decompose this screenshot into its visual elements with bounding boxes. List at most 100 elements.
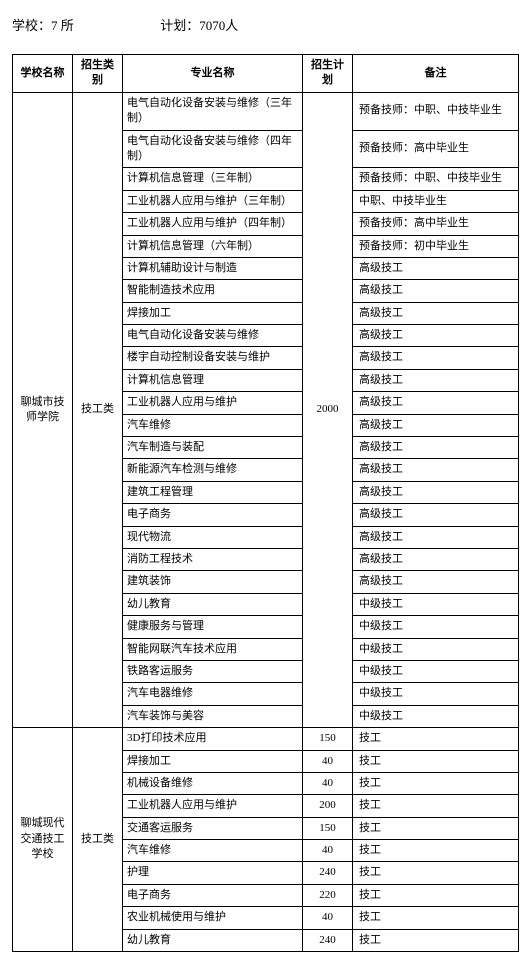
table-row: 聊城现代交通技工学校技工类3D打印技术应用150技工 [13,728,519,750]
note-cell: 中级技工 [353,660,519,682]
major-cell: 健康服务与管理 [123,616,303,638]
school-cell: 聊城现代交通技工学校 [13,728,73,952]
major-cell: 计算机信息管理（三年制） [123,168,303,190]
major-cell: 建筑工程管理 [123,481,303,503]
plan-cell: 220 [303,884,353,906]
major-cell: 幼儿教育 [123,593,303,615]
major-cell: 计算机信息管理（六年制） [123,235,303,257]
note-cell: 预备技师：中职、中技毕业生 [353,168,519,190]
major-cell: 建筑装饰 [123,571,303,593]
note-cell: 中级技工 [353,593,519,615]
note-cell: 预备技师：高中毕业生 [353,213,519,235]
major-cell: 汽车制造与装配 [123,437,303,459]
major-cell: 汽车维修 [123,840,303,862]
major-cell: 工业机器人应用与维护（三年制） [123,190,303,212]
major-cell: 焊接加工 [123,750,303,772]
major-cell: 汽车装饰与美容 [123,705,303,727]
note-cell: 高级技工 [353,571,519,593]
note-cell: 高级技工 [353,548,519,570]
note-cell: 中级技工 [353,683,519,705]
note-cell: 高级技工 [353,280,519,302]
note-cell: 技工 [353,840,519,862]
major-cell: 工业机器人应用与维护 [123,795,303,817]
note-cell: 技工 [353,817,519,839]
note-cell: 高级技工 [353,347,519,369]
major-cell: 幼儿教育 [123,929,303,951]
note-cell: 高级技工 [353,437,519,459]
note-cell: 技工 [353,772,519,794]
plan-cell: 150 [303,817,353,839]
major-cell: 电子商务 [123,884,303,906]
col-category: 招生类别 [73,55,123,93]
note-cell: 高级技工 [353,369,519,391]
major-cell: 汽车电器维修 [123,683,303,705]
note-cell: 高级技工 [353,392,519,414]
note-cell: 预备技师：初中毕业生 [353,235,519,257]
major-cell: 电气自动化设备安装与维修 [123,325,303,347]
note-cell: 高级技工 [353,504,519,526]
major-cell: 智能制造技术应用 [123,280,303,302]
category-cell: 技工类 [73,728,123,952]
note-cell: 技工 [353,929,519,951]
major-cell: 消防工程技术 [123,548,303,570]
note-cell: 技工 [353,907,519,929]
note-cell: 高级技工 [353,481,519,503]
schools-label: 学校： [12,18,51,33]
category-cell: 技工类 [73,92,123,727]
major-cell: 新能源汽车检测与维修 [123,459,303,481]
major-cell: 汽车维修 [123,414,303,436]
plan-cell: 40 [303,772,353,794]
plan-cell: 2000 [303,92,353,727]
note-cell: 中级技工 [353,705,519,727]
major-cell: 护理 [123,862,303,884]
major-cell: 交通客运服务 [123,817,303,839]
enrollment-table: 学校名称 招生类别 专业名称 招生计划 备注 聊城市技师学院技工类电气自动化设备… [12,54,519,952]
col-note: 备注 [353,55,519,93]
table-row: 聊城市技师学院技工类电气自动化设备安装与维修（三年制）2000预备技师：中职、中… [13,92,519,130]
col-plan: 招生计划 [303,55,353,93]
major-cell: 工业机器人应用与维护（四年制） [123,213,303,235]
major-cell: 楼宇自动控制设备安装与维护 [123,347,303,369]
note-cell: 中职、中技毕业生 [353,190,519,212]
schools-value: 7 所 [51,18,74,33]
plan-label: 计划： [160,18,199,33]
note-cell: 预备技师：中职、中技毕业生 [353,92,519,130]
major-cell: 智能网联汽车技术应用 [123,638,303,660]
note-cell: 预备技师：高中毕业生 [353,130,519,168]
major-cell: 计算机辅助设计与制造 [123,257,303,279]
note-cell: 高级技工 [353,257,519,279]
major-cell: 电气自动化设备安装与维修（三年制） [123,92,303,130]
note-cell: 高级技工 [353,526,519,548]
major-cell: 3D打印技术应用 [123,728,303,750]
note-cell: 技工 [353,795,519,817]
plan-value: 7070人 [199,18,238,33]
plan-cell: 240 [303,929,353,951]
note-cell: 高级技工 [353,414,519,436]
table-header-row: 学校名称 招生类别 专业名称 招生计划 备注 [13,55,519,93]
plan-cell: 40 [303,907,353,929]
col-major: 专业名称 [123,55,303,93]
plan-cell: 40 [303,750,353,772]
major-cell: 农业机械使用与维护 [123,907,303,929]
plan-cell: 240 [303,862,353,884]
major-cell: 机械设备维修 [123,772,303,794]
major-cell: 计算机信息管理 [123,369,303,391]
note-cell: 高级技工 [353,302,519,324]
note-cell: 高级技工 [353,325,519,347]
major-cell: 现代物流 [123,526,303,548]
note-cell: 中级技工 [353,638,519,660]
major-cell: 焊接加工 [123,302,303,324]
plan-cell: 40 [303,840,353,862]
plan-cell: 200 [303,795,353,817]
school-cell: 聊城市技师学院 [13,92,73,727]
major-cell: 工业机器人应用与维护 [123,392,303,414]
col-school: 学校名称 [13,55,73,93]
note-cell: 中级技工 [353,616,519,638]
plan-cell: 150 [303,728,353,750]
summary-header: 学校：7 所 计划：7070人 [12,15,519,34]
major-cell: 电气自动化设备安装与维修（四年制） [123,130,303,168]
note-cell: 技工 [353,884,519,906]
note-cell: 技工 [353,728,519,750]
major-cell: 电子商务 [123,504,303,526]
major-cell: 铁路客运服务 [123,660,303,682]
